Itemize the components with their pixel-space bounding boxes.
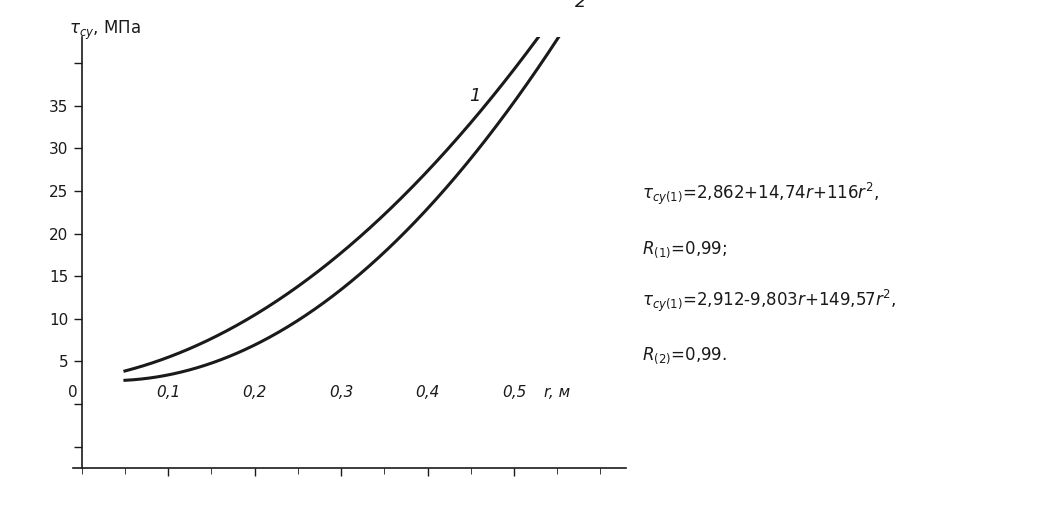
Text: 0,4: 0,4 bbox=[416, 385, 440, 400]
Text: r, м: r, м bbox=[544, 385, 570, 400]
Text: $R_{(1)}$=0,99;: $R_{(1)}$=0,99; bbox=[642, 239, 728, 260]
Text: 0,3: 0,3 bbox=[329, 385, 353, 400]
Text: 0,2: 0,2 bbox=[242, 385, 267, 400]
Text: $R_{(2)}$=0,99.: $R_{(2)}$=0,99. bbox=[642, 346, 727, 367]
Text: 1: 1 bbox=[470, 87, 481, 105]
Text: 0,1: 0,1 bbox=[156, 385, 181, 400]
Text: $\tau_{cy}$, МПа: $\tau_{cy}$, МПа bbox=[69, 18, 141, 41]
Text: $\tau_{cy(1)}$=2,912-9,803$r$+149,57$r^2$,: $\tau_{cy(1)}$=2,912-9,803$r$+149,57$r^2… bbox=[642, 287, 897, 313]
Text: 2: 2 bbox=[575, 0, 587, 11]
Text: 0,5: 0,5 bbox=[502, 385, 526, 400]
Text: $\tau_{cy(1)}$=2,862+14,74$r$+116$r^2$,: $\tau_{cy(1)}$=2,862+14,74$r$+116$r^2$, bbox=[642, 181, 879, 207]
Text: 0: 0 bbox=[68, 385, 77, 400]
